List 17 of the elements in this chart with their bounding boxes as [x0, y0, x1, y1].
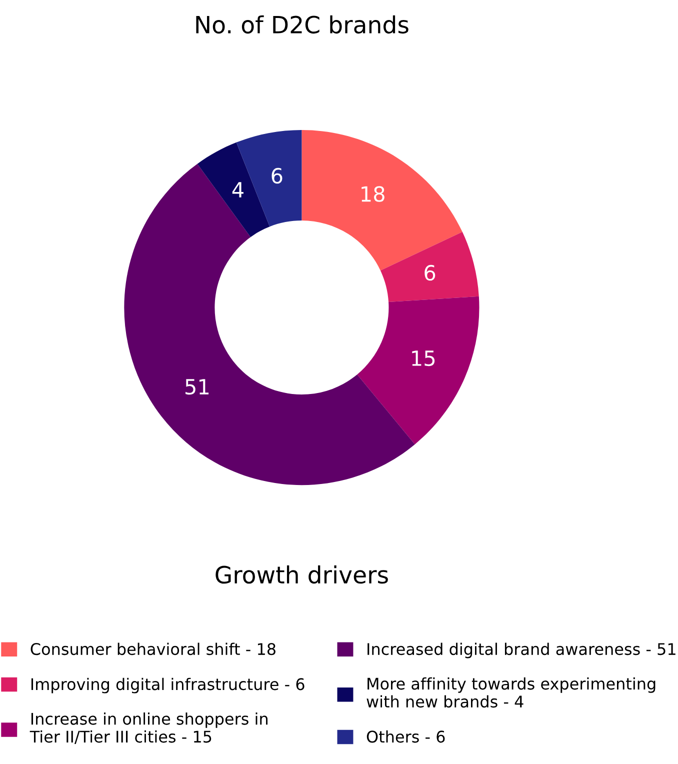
- legend-label: Increased digital brand awareness - 51: [368, 642, 676, 658]
- data-label: 4: [232, 182, 244, 198]
- donut-slice: [197, 142, 270, 238]
- data-label: 6: [424, 264, 436, 281]
- chart-title: No. of D2C brands: [196, 15, 408, 34]
- legend-label: More affinity towards experimenting with new brands - 4: [366, 677, 656, 708]
- data-label: 15: [412, 350, 435, 366]
- legend-label: Others - 6: [366, 730, 445, 743]
- legend-label: Improving digital infrastructure - 6: [31, 678, 304, 694]
- donut-slice: [357, 296, 480, 444]
- data-label: 51: [186, 379, 209, 395]
- donut-slice: [380, 232, 479, 302]
- legend-title: Growth drivers: [216, 565, 388, 584]
- data-label: 18: [362, 186, 384, 202]
- legend-label: Consumer behavioral shift - 18: [30, 642, 276, 656]
- data-label: 6: [272, 168, 282, 184]
- legend-label: Increase in online shoppers in Tier II/Tier III cities - 15: [30, 712, 268, 744]
